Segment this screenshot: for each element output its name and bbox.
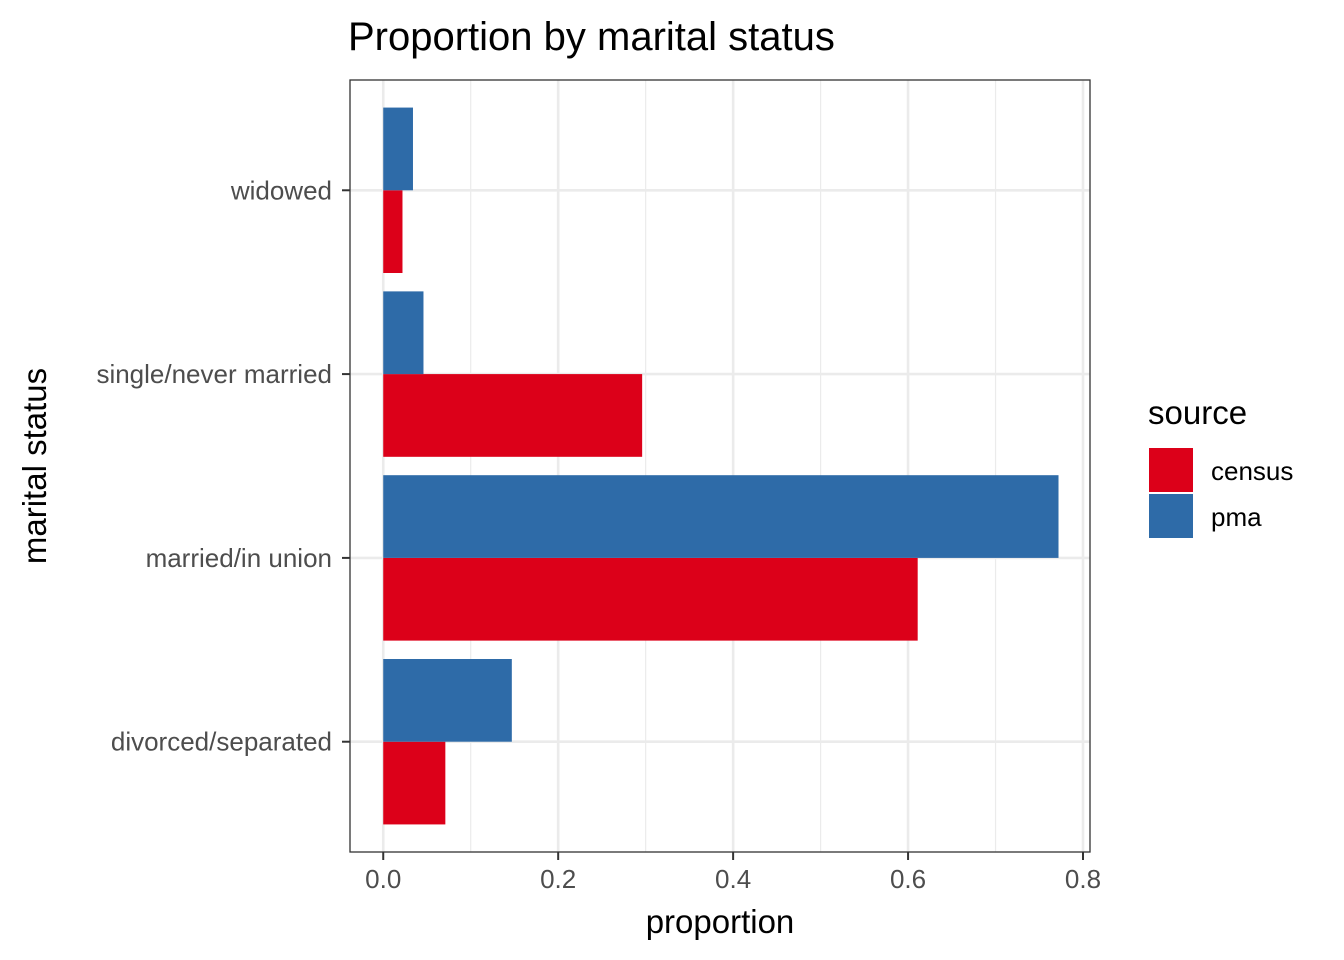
legend-key-pma (1149, 494, 1193, 538)
x-tick-label: 0.6 (890, 864, 926, 894)
bar-census-widowed (383, 190, 403, 273)
legend-title: source (1148, 394, 1247, 431)
bar-census-married-in-union (383, 557, 918, 641)
legend: source census pma (1148, 394, 1293, 538)
x-tick-label: 0.4 (715, 864, 751, 894)
chart-title: Proportion by marital status (348, 15, 835, 59)
x-axis: 0.0 0.2 0.4 0.6 0.8 (365, 852, 1101, 894)
legend-label-census: census (1211, 456, 1293, 486)
bar-census-single-never-married (383, 374, 643, 457)
plot-panel (349, 79, 1091, 853)
bar-pma-widowed (383, 107, 413, 191)
bar-pma-married-in-union (383, 475, 1059, 558)
legend-items: census pma (1149, 448, 1293, 538)
bar-pma-single-never-married (383, 291, 424, 375)
bar-pma-divorced-separated (383, 659, 512, 742)
y-tick-label: widowed (230, 175, 332, 205)
legend-label-pma: pma (1211, 502, 1262, 532)
bar-census-divorced-separated (383, 741, 446, 825)
y-tick-label: divorced/separated (111, 727, 332, 757)
legend-key-census (1149, 448, 1193, 492)
y-tick-label: married/in union (146, 543, 332, 573)
x-tick-label: 0.0 (365, 864, 401, 894)
panel-border (349, 79, 1091, 853)
x-tick-label: 0.2 (540, 864, 576, 894)
bars (383, 107, 1059, 825)
y-axis-title: marital status (16, 368, 53, 564)
y-tick-label: single/never married (96, 359, 332, 389)
x-tick-label: 0.8 (1065, 864, 1101, 894)
y-axis: divorced/separated married/in union single… (96, 175, 350, 757)
x-axis-title: proportion (646, 903, 795, 940)
